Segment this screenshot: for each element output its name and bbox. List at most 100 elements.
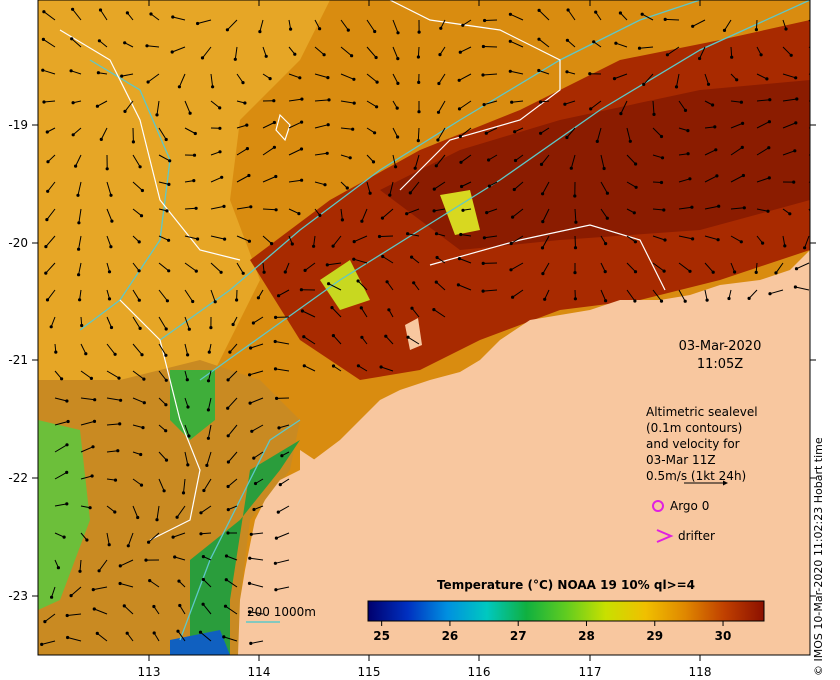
- velocity-vector: [626, 154, 636, 165]
- velocity-vector: [510, 40, 524, 48]
- velocity-vector-head: [312, 244, 316, 248]
- velocity-vector-head: [794, 76, 798, 80]
- velocity-vector-head: [219, 270, 223, 274]
- velocity-vector: [304, 262, 316, 271]
- velocity-vector-head: [815, 184, 818, 187]
- colorbar-tick-label: 29: [646, 629, 663, 643]
- velocity-vector: [158, 397, 167, 406]
- velocity-vector: [275, 341, 290, 345]
- velocity-vector-head: [171, 15, 175, 19]
- velocity-vector-head: [437, 81, 441, 86]
- velocity-vector: [54, 397, 68, 402]
- velocity-vector-head: [226, 378, 230, 382]
- velocity-vector: [540, 127, 550, 134]
- velocity-vector-head: [384, 334, 388, 338]
- velocity-vector-head: [168, 159, 172, 163]
- velocity-vector: [460, 234, 472, 237]
- velocity-vector-head: [356, 364, 360, 368]
- velocity-vector: [45, 235, 56, 247]
- sst-hot-core: [380, 80, 810, 250]
- velocity-vector-head: [220, 175, 224, 179]
- velocity-vector-head: [196, 237, 200, 241]
- velocity-vector-head: [360, 335, 364, 339]
- velocity-vector-head: [458, 134, 462, 139]
- velocity-vector: [236, 235, 250, 242]
- velocity-vector: [620, 12, 628, 21]
- velocity-vector: [730, 100, 742, 103]
- velocity-vector-head: [569, 166, 573, 170]
- velocity-vector: [275, 586, 290, 591]
- velocity-vector-head: [211, 85, 215, 89]
- velocity-vector: [146, 45, 160, 48]
- velocity-vector-head: [793, 285, 798, 289]
- velocity-vector: [253, 316, 264, 324]
- velocity-vector: [458, 284, 472, 291]
- velocity-vector-head: [360, 219, 364, 223]
- altimetry-contour-small: [275, 113, 291, 142]
- velocity-vector: [769, 289, 784, 295]
- velocity-vector: [409, 181, 420, 194]
- velocity-vector-head: [434, 232, 439, 236]
- velocity-vector-head: [149, 12, 153, 16]
- velocity-vector: [380, 366, 394, 372]
- velocity-vector-head: [131, 140, 135, 144]
- velocity-vector: [340, 208, 343, 220]
- velocity-vector-head: [77, 247, 81, 251]
- velocity-vector-head: [202, 488, 206, 493]
- velocity-vector: [782, 235, 786, 246]
- velocity-vector-head: [300, 178, 304, 182]
- velocity-vector-head: [481, 73, 485, 77]
- velocity-vector-head: [226, 460, 230, 464]
- velocity-vector-head: [508, 69, 512, 73]
- velocity-vector: [158, 451, 167, 461]
- colorbar-tick-label: 25: [373, 629, 390, 643]
- velocity-vector: [414, 154, 420, 169]
- velocity-vector: [72, 127, 82, 136]
- velocity-vector: [97, 100, 108, 107]
- velocity-vector-head: [123, 109, 127, 113]
- velocity-vector-head: [139, 214, 144, 218]
- velocity-vector-head: [686, 152, 690, 156]
- velocity-vector-head: [181, 491, 186, 495]
- altimetry-note-line: (0.1m contours): [646, 421, 742, 435]
- velocity-vector: [392, 19, 399, 33]
- velocity-vector: [288, 98, 302, 102]
- peninsula: [300, 450, 345, 500]
- velocity-vector: [200, 631, 212, 642]
- velocity-vector-head: [224, 578, 228, 582]
- velocity-vector: [511, 100, 524, 103]
- velocity-vector: [382, 208, 394, 219]
- velocity-vector: [80, 420, 95, 426]
- velocity-vector-head: [381, 254, 385, 259]
- velocity-vector: [250, 640, 264, 644]
- velocity-vector-head: [110, 219, 114, 223]
- velocity-vector-head: [691, 237, 695, 241]
- velocity-vector: [730, 262, 736, 273]
- velocity-vector: [389, 181, 394, 196]
- velocity-vector: [45, 262, 56, 274]
- velocity-vector-head: [42, 100, 46, 104]
- velocity-vector-head: [117, 376, 121, 380]
- velocity-vector: [210, 235, 225, 240]
- velocity-vector-head: [42, 10, 46, 14]
- velocity-vector: [184, 343, 189, 356]
- velocity-vector-head: [116, 449, 120, 453]
- velocity-vector: [652, 154, 663, 159]
- velocity-vector-head: [396, 57, 400, 61]
- velocity-vector: [178, 73, 186, 88]
- velocity-vector-head: [76, 193, 80, 197]
- velocity-vector-head: [438, 53, 442, 57]
- velocity-vector: [236, 148, 248, 156]
- velocity-vector: [730, 46, 733, 58]
- velocity-vector: [147, 73, 160, 83]
- velocity-vector: [643, 73, 654, 85]
- velocity-vector-head: [80, 323, 84, 328]
- velocity-vector-head: [274, 174, 278, 179]
- velocity-vector: [782, 150, 795, 156]
- velocity-vector-head: [817, 154, 820, 157]
- velocity-vector: [262, 235, 272, 244]
- argo-marker-icon: [652, 500, 664, 512]
- bathymetry-contour-200: [159, 0, 701, 341]
- velocity-vector: [366, 19, 376, 32]
